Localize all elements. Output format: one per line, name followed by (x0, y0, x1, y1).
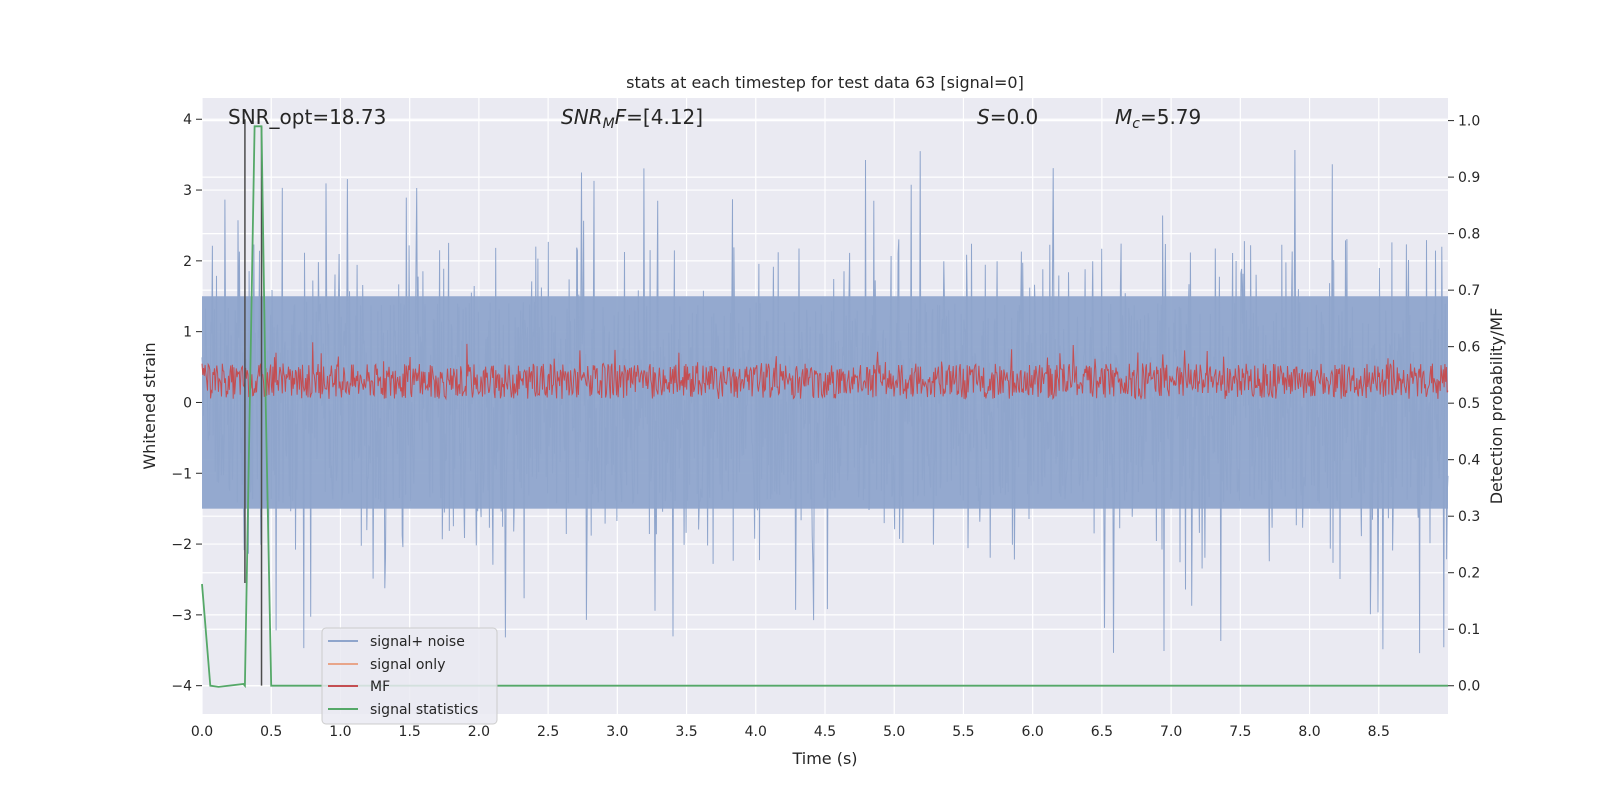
x-tick-label: 4.5 (814, 724, 836, 740)
x-tick-label: 8.5 (1368, 724, 1390, 740)
y-left-tick-label: −4 (171, 679, 192, 695)
x-axis-label: Time (s) (791, 749, 857, 768)
legend-label-mf: MF (370, 679, 390, 695)
legend-label-signal-only: signal only (370, 657, 445, 673)
x-tick-label: 0.0 (191, 724, 213, 740)
annotation-mc: Mc=5.79 (1115, 105, 1201, 132)
x-tick-label: 3.0 (606, 724, 628, 740)
y-left-tick-label: 2 (183, 254, 192, 270)
x-tick-label: 2.5 (537, 724, 559, 740)
y-right-tick-label: 1.0 (1458, 114, 1480, 130)
legend: signal+ noise signal only MF signal stat… (321, 627, 498, 725)
annotation-snr-mf: SNRMF=[4.12] (561, 105, 703, 132)
y-left-tick-label: −3 (171, 608, 192, 624)
x-tick-label: 6.5 (1091, 724, 1113, 740)
annotation-s: S=0.0 (977, 105, 1038, 129)
x-tick-label: 5.0 (883, 724, 905, 740)
annotation-snr-opt: SNR_opt=18.73 (228, 105, 386, 129)
y-right-tick-label: 0.4 (1458, 453, 1480, 469)
noise-line (201, 149, 1449, 654)
y-right-tick-label: 0.2 (1458, 566, 1480, 582)
y-right-tick-label: 0.8 (1458, 227, 1480, 243)
y-right-tick-label: 0.1 (1458, 622, 1480, 638)
x-tick-label: 4.0 (745, 724, 767, 740)
y-left-tick-label: 0 (183, 395, 192, 411)
y-left-axis-label: Whitened strain (140, 342, 159, 469)
legend-label-statistics: signal statistics (370, 702, 478, 718)
x-tick-label: 7.5 (1229, 724, 1251, 740)
y-right-tick-label: 0.0 (1458, 679, 1480, 695)
y-right-tick-label: 0.9 (1458, 170, 1480, 186)
x-tick-label: 1.5 (399, 724, 421, 740)
legend-label-noise: signal+ noise (370, 634, 465, 650)
signal-noise-series (201, 149, 1449, 654)
chart-title: stats at each timestep for test data 63 … (626, 73, 1024, 92)
y-right-tick-label: 0.6 (1458, 340, 1480, 356)
y-right-tick-labels: 0.0 0.1 0.2 0.3 0.4 0.5 0.6 0.7 0.8 0.9 1.0 (1448, 114, 1480, 695)
x-tick-label: 2.0 (468, 724, 490, 740)
x-tick-label: 3.5 (675, 724, 697, 740)
y-left-tick-label: 4 (183, 112, 192, 128)
y-left-tick-label: 3 (183, 183, 192, 199)
y-right-tick-label: 0.3 (1458, 509, 1480, 525)
x-tick-label: 0.5 (260, 724, 282, 740)
x-tick-label: 1.0 (329, 724, 351, 740)
y-left-tick-label: 1 (183, 325, 192, 341)
y-left-tick-label: −2 (171, 537, 192, 553)
x-tick-label: 6.0 (1022, 724, 1044, 740)
y-right-axis-label: Detection probability/MF (1487, 308, 1506, 505)
y-left-tick-labels: −4 −3 −2 −1 0 1 2 3 4 (171, 112, 202, 695)
x-tick-label: 7.0 (1160, 724, 1182, 740)
x-tick-label: 8.0 (1298, 724, 1320, 740)
statistics-line (201, 125, 1448, 689)
y-right-tick-label: 0.7 (1458, 283, 1480, 299)
x-tick-label: 5.5 (952, 724, 974, 740)
mf-line (201, 342, 1449, 401)
y-right-tick-label: 0.5 (1458, 396, 1480, 412)
spike-lines (244, 119, 263, 686)
mf-series (201, 342, 1449, 401)
legend-box (321, 627, 498, 725)
x-tick-labels: 0.0 0.5 1.0 1.5 2.0 2.5 3.0 3.5 4.0 4.5 5.0 5.5 6.0 6… (191, 724, 1390, 740)
y-left-tick-label: −1 (171, 466, 192, 482)
signal-statistics-series (201, 125, 1448, 689)
